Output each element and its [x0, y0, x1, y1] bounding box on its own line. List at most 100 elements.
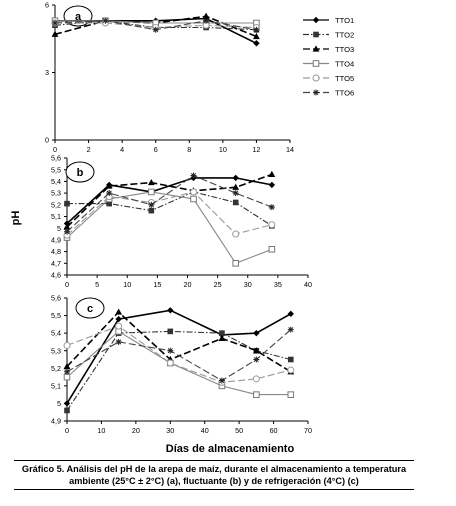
y-axis-label: pH [10, 210, 22, 226]
x-tick-label: 25 [214, 280, 222, 289]
data-point [52, 20, 58, 26]
data-point [115, 308, 123, 315]
x-tick-label: 0 [65, 426, 69, 435]
data-point [253, 26, 260, 33]
y-tick-label: 4,8 [51, 247, 61, 256]
data-point [63, 400, 71, 407]
data-point [253, 32, 260, 40]
y-tick-label: 5,2 [51, 200, 61, 209]
series-tto1 [63, 174, 276, 227]
data-point [63, 373, 71, 381]
series-tto6 [64, 326, 294, 384]
y-tick-label: 5,5 [51, 165, 61, 174]
data-point [148, 201, 155, 208]
data-point [115, 338, 122, 345]
data-point [64, 200, 70, 207]
x-tick-label: 0 [65, 280, 69, 289]
data-point [148, 188, 155, 196]
series-line [66, 191, 273, 236]
data-point [167, 328, 174, 335]
x-tick-label: 10 [123, 280, 131, 289]
series-tto6 [52, 17, 260, 33]
x-tick-label: 8 [187, 145, 191, 154]
y-tick-label: 4,7 [51, 259, 61, 268]
y-tick-label: 5,3 [51, 189, 61, 198]
x-tick-label: 35 [274, 280, 282, 289]
series-line [66, 330, 291, 411]
data-point [167, 347, 174, 354]
x-tick-label: 20 [132, 426, 140, 435]
chart-panel-b: 4,6 4,7 4,8 4,9 5 5,1 5,2 5,3 5,4 5,5 5,6 0 5 10 15 20 2… [51, 154, 312, 289]
data-point [115, 322, 123, 330]
legend: TTO1 TTO2 TTO3 TTO4 TTO5 TTO6 [303, 16, 354, 97]
chart-panel-c: 4,9 5 5,1 5,2 5,3 5,4 5,5 5,6 0 10 20 30 40 50 60 70 c [51, 294, 312, 435]
y-tick-label: 5,6 [51, 154, 61, 163]
x-tick-label: 14 [286, 145, 294, 154]
data-point [232, 174, 239, 182]
data-point [268, 204, 275, 211]
data-point [268, 245, 276, 253]
x-tick-label: 40 [304, 280, 312, 289]
data-point [252, 347, 260, 354]
x-tick-label: 4 [120, 145, 124, 154]
y-tick-label: 4,9 [51, 236, 61, 245]
x-tick-label: 15 [153, 280, 161, 289]
x-tick-label: 5 [95, 280, 99, 289]
data-point [218, 334, 226, 342]
x-tick-label: 70 [304, 426, 312, 435]
series-tto4 [63, 188, 276, 267]
data-point [287, 326, 294, 333]
x-tick-label: 60 [270, 426, 278, 435]
series-line [66, 309, 292, 404]
series-tto4 [63, 328, 295, 398]
x-tick-label: 12 [252, 145, 260, 154]
legend-marker [312, 45, 320, 52]
x-tick-label: 20 [184, 280, 192, 289]
series-line [66, 174, 273, 233]
y-tick-label: 6 [45, 1, 49, 10]
legend-label: TTO5 [335, 74, 354, 83]
data-point [253, 329, 260, 337]
data-point [190, 188, 198, 196]
data-point [190, 172, 197, 179]
x-axis-label: Días de almacenamiento [165, 443, 295, 455]
legend-label: TTO2 [335, 30, 354, 39]
caption-bottom-rule [14, 489, 414, 490]
data-point [232, 183, 240, 190]
legend-marker [312, 16, 320, 24]
data-point [147, 178, 155, 186]
x-tick-label: 2 [87, 145, 91, 154]
x-tick-label: 30 [244, 280, 252, 289]
data-point [287, 356, 294, 363]
panel-badge [75, 297, 105, 319]
series-line [66, 173, 273, 228]
data-point [102, 17, 109, 24]
series-line [66, 329, 292, 382]
x-tick-label: 40 [201, 426, 209, 435]
panel-letter: b [77, 167, 84, 179]
legend-label: TTO1 [335, 16, 354, 25]
y-tick-label: 0 [45, 136, 49, 145]
legend-marker [312, 74, 320, 82]
x-tick-label: 10 [219, 145, 227, 154]
data-point [190, 195, 197, 203]
data-point [268, 170, 276, 177]
data-point [148, 207, 155, 214]
series-line [66, 191, 273, 264]
data-point [167, 307, 174, 314]
x-tick-label: 6 [154, 145, 158, 154]
y-tick-label: 5 [57, 224, 61, 233]
x-tick-label: 30 [166, 426, 174, 435]
data-point [219, 330, 225, 336]
x-tick-label: 10 [97, 426, 105, 435]
data-point [115, 315, 122, 323]
data-point [287, 366, 295, 374]
legend-label: TTO6 [335, 88, 354, 97]
data-point [268, 181, 276, 189]
y-tick-label: 5,6 [51, 294, 61, 303]
y-tick-label: 5 [57, 399, 61, 408]
data-point [106, 190, 113, 197]
data-point [232, 190, 239, 197]
data-point [64, 228, 70, 235]
